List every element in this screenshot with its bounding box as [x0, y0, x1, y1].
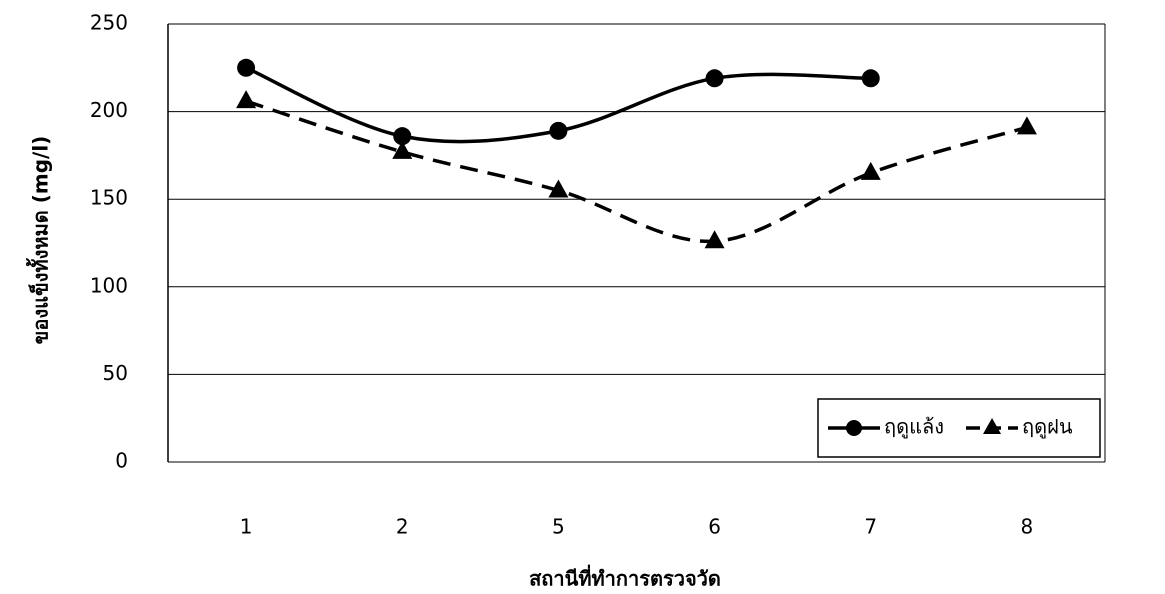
data-point	[548, 179, 569, 198]
x-tick-label: 8	[1021, 515, 1034, 539]
y-tick-label: 150	[90, 186, 128, 210]
y-tick-label: 0	[115, 449, 128, 473]
legend-marker	[983, 418, 1002, 434]
data-point	[237, 58, 256, 77]
legend-marker	[846, 420, 862, 436]
y-tick-label: 50	[103, 361, 128, 385]
data-point	[549, 121, 568, 140]
legend: ฤดูแล้ง ฤดูฝน	[817, 398, 1101, 458]
y-tick-label: 100	[90, 273, 128, 297]
x-tick-label: 6	[708, 515, 721, 539]
data-point	[705, 69, 724, 88]
data-point	[861, 69, 880, 88]
x-axis-title: สถานีที่ทำการตรวจวัด	[529, 564, 721, 591]
data-point	[236, 90, 257, 109]
x-tick-label: 7	[864, 515, 877, 539]
data-point	[1016, 116, 1037, 135]
y-tick-label: 200	[90, 98, 128, 122]
x-tick-label: 2	[396, 515, 409, 539]
legend-label: ฤดูฝน	[1022, 415, 1073, 440]
x-tick-label: 5	[552, 515, 565, 539]
data-point	[393, 127, 412, 146]
y-tick-label: 250	[90, 11, 128, 35]
data-point	[392, 140, 413, 159]
legend-label: ฤดูแล้ง	[884, 415, 944, 440]
y-axis-title: ของแข็งทั้งหมด (mg/l)	[26, 136, 53, 345]
x-tick-label: 1	[240, 515, 253, 539]
series-line	[245, 99, 1028, 244]
data-point	[860, 161, 881, 180]
data-point	[704, 230, 725, 249]
